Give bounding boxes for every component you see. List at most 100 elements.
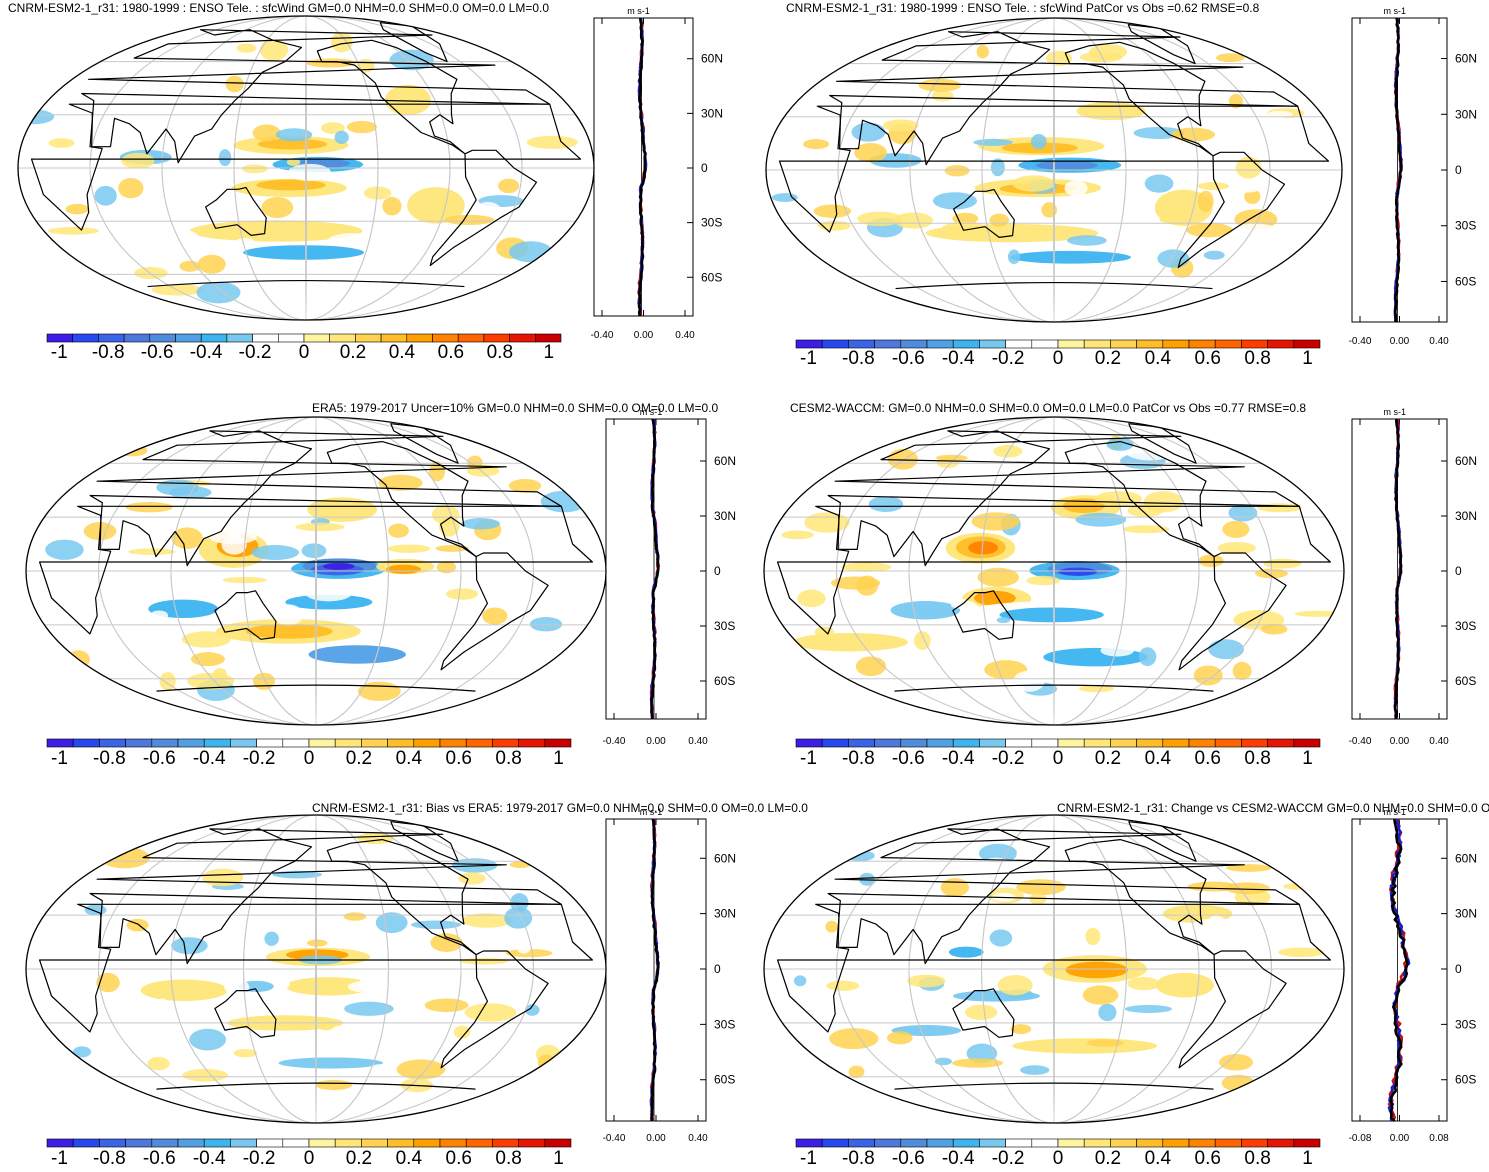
graticule-meridian xyxy=(161,16,451,320)
anomaly-patch xyxy=(1029,893,1047,905)
colorbar-swatch xyxy=(256,1138,284,1148)
anomaly-patch xyxy=(808,669,844,692)
colorbar-label: -0.8 xyxy=(92,342,125,363)
anomaly-patch xyxy=(849,166,882,178)
anomaly-patch xyxy=(804,512,850,533)
anomaly-patch xyxy=(884,681,898,696)
colorbar-label: 0.6 xyxy=(1195,748,1221,769)
colorbar-swatch xyxy=(1214,1138,1242,1148)
coastline xyxy=(440,950,549,1069)
anomaly-patch xyxy=(976,45,989,59)
colorbar-swatch xyxy=(406,333,433,343)
anomaly-patch xyxy=(218,149,232,167)
anomaly-patch xyxy=(264,931,279,946)
anomaly-contour xyxy=(1155,972,1214,998)
anomaly-contour xyxy=(999,607,1104,623)
colorbar-label: -0.8 xyxy=(842,1148,875,1169)
colorbar-label: -0.4 xyxy=(942,348,975,369)
anomaly-patch xyxy=(1205,915,1228,937)
anomaly-patch xyxy=(443,214,495,226)
anomaly-patch xyxy=(317,1022,335,1031)
colorbar-swatch xyxy=(387,1138,415,1148)
colorbar-label: -0.4 xyxy=(193,1148,226,1169)
coastline xyxy=(156,684,476,692)
profile-tick-label: 0.00 xyxy=(1390,336,1410,347)
colorbar-label: 1 xyxy=(543,342,554,363)
map-area xyxy=(18,16,594,320)
coastline xyxy=(1064,41,1214,157)
anomaly-patch xyxy=(430,933,463,953)
colorbar-swatch xyxy=(432,333,459,343)
anomaly-patch xyxy=(856,575,879,596)
lat-tick-label: 60N xyxy=(1455,52,1477,66)
anomaly-patch xyxy=(163,109,201,127)
anomaly-patch xyxy=(82,281,109,288)
anomaly-patch xyxy=(931,90,954,102)
colorbar-swatch xyxy=(203,738,231,748)
anomaly-patch xyxy=(764,892,805,904)
colorbar-swatch xyxy=(534,333,562,343)
anomaly-patch xyxy=(88,936,116,952)
coastline xyxy=(30,103,582,231)
anomaly-patch xyxy=(1235,156,1262,179)
map-outline xyxy=(763,416,1345,726)
anomaly-patch xyxy=(482,607,508,625)
colorbar-swatch xyxy=(1136,1138,1164,1148)
colorbar-swatch xyxy=(99,738,126,748)
coastline xyxy=(326,441,477,558)
colorbar-swatch xyxy=(125,1138,153,1148)
coastline xyxy=(827,430,1300,567)
anomaly-patch xyxy=(196,281,241,304)
anomaly-contour xyxy=(386,564,421,574)
coastline xyxy=(1128,423,1197,464)
anomaly-patch xyxy=(275,128,313,142)
anomaly-patch xyxy=(940,878,969,897)
graticule-meridian xyxy=(1053,18,1055,322)
graticule-meridian xyxy=(170,815,462,1123)
colorbar-label: -0.6 xyxy=(892,1148,925,1169)
anomaly-contour xyxy=(307,497,377,522)
lat-tick-label: 0 xyxy=(714,564,721,578)
anomaly-patch xyxy=(551,875,574,884)
graticule-meridian xyxy=(981,417,1127,725)
anomaly-patch xyxy=(868,496,904,512)
anomaly-patch xyxy=(808,571,835,582)
coastline xyxy=(326,838,477,956)
coastline xyxy=(147,279,465,288)
profile-tick-label: 0.00 xyxy=(1390,736,1410,747)
anomaly-patch xyxy=(1197,182,1230,191)
coastline xyxy=(89,828,562,965)
anomaly-patch xyxy=(829,1028,879,1050)
anomaly-patch xyxy=(512,559,565,572)
colorbar-swatch xyxy=(1267,738,1295,748)
anomaly-patch xyxy=(1266,110,1293,118)
lat-tick-label: 60S xyxy=(1455,674,1476,688)
anomaly-patch xyxy=(848,1065,865,1079)
anomaly-patch xyxy=(18,109,55,125)
anomaly-patch xyxy=(990,158,1005,177)
anomaly-patch xyxy=(789,281,825,291)
anomaly-patch xyxy=(524,1004,540,1016)
colorbar-label: 0.6 xyxy=(1195,1148,1221,1169)
colorbar-swatch xyxy=(1241,339,1268,349)
anomaly-patch xyxy=(964,1004,998,1020)
anomaly-contour xyxy=(1058,567,1097,576)
colorbar-swatch xyxy=(1110,738,1137,748)
coastline xyxy=(390,423,459,464)
anomaly-patch xyxy=(259,39,289,61)
colorbar-label: 1 xyxy=(1302,748,1313,769)
anomaly-contour xyxy=(257,138,327,150)
lat-tick-label: 60N xyxy=(1455,454,1477,468)
colorbar: -1 -0.8 -0.6 -0.4 -0.2 0 0.2 0.4 0.6 0.8 1 xyxy=(795,339,1321,369)
anomaly-contour xyxy=(974,590,1016,606)
lat-tick-label: 30N xyxy=(714,509,736,523)
anomaly-patch xyxy=(941,221,988,236)
panel-3: ERA5: 1979-2017 Uncer=10% GM=0.0 NHM=0.0… xyxy=(25,401,736,769)
anomaly-patch xyxy=(334,130,349,144)
anomaly-patch xyxy=(363,186,392,200)
anomaly-patch xyxy=(989,213,1010,227)
coastline xyxy=(952,188,1015,238)
colorbar-swatch xyxy=(952,1138,980,1148)
anomaly-contour xyxy=(385,84,432,116)
